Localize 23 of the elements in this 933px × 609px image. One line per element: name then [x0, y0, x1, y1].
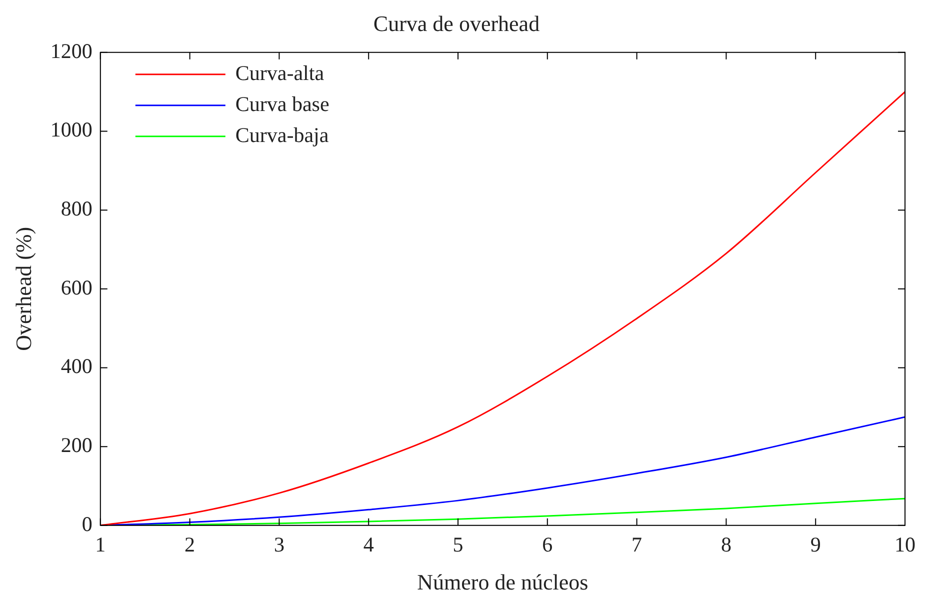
y-tick-label: 1200 — [50, 38, 92, 63]
y-tick-label: 0 — [82, 512, 92, 536]
legend-label: Curva base — [235, 92, 330, 116]
legend-label: Curva-alta — [235, 60, 325, 85]
chart-title: Curva de overhead — [373, 10, 540, 36]
y-tick-label: 400 — [60, 354, 92, 378]
x-tick-label: 1 — [95, 532, 106, 557]
y-tick-label: 200 — [60, 433, 92, 458]
x-tick-label: 3 — [274, 532, 284, 557]
y-tick-label: 1000 — [50, 118, 92, 142]
x-tick-label: 7 — [632, 532, 642, 557]
y-tick-label: 600 — [60, 275, 92, 300]
x-axis-title: Número de núcleos — [417, 570, 588, 595]
x-tick-label: 5 — [452, 532, 464, 557]
x-tick-label: 2 — [184, 532, 196, 557]
legend-label: Curva-baja — [235, 122, 330, 147]
x-tick-label: 9 — [810, 532, 821, 557]
x-tick-label: 4 — [363, 532, 374, 557]
x-tick-label: 10 — [894, 532, 916, 557]
x-tick-label: 8 — [720, 532, 732, 557]
x-tick-label: 6 — [542, 532, 553, 557]
y-axis-title: Overhead (%) — [10, 226, 36, 351]
y-tick-label: 800 — [60, 196, 92, 221]
